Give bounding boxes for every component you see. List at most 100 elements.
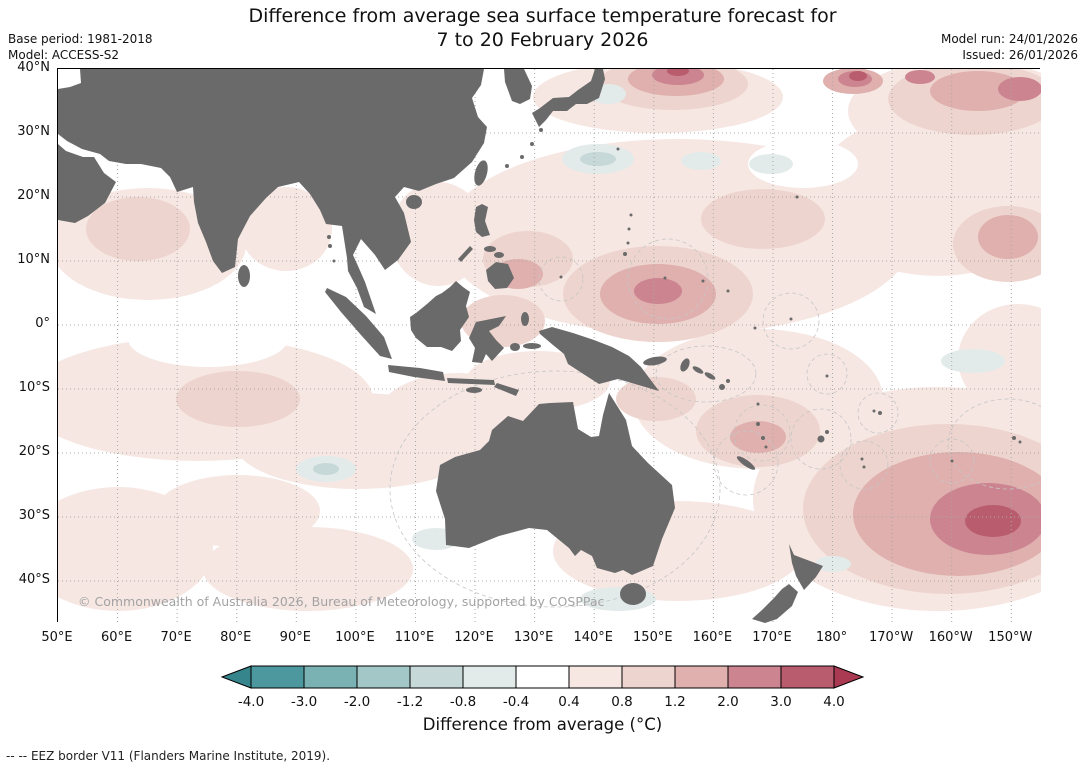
map-frame: © Commonwealth of Australia 2026, Bureau… (57, 68, 1041, 623)
lon-tick-label: 140°E (573, 630, 613, 645)
lon-tick-label: 170°E (752, 630, 792, 645)
eez-note: -- -- EEZ border V11 (Flanders Marine In… (6, 749, 331, 763)
land-new-britain (643, 356, 667, 366)
land-hainan (406, 195, 422, 209)
land-palawan (458, 246, 473, 262)
title-line1: Difference from average sea surface temp… (248, 5, 837, 27)
colorbar-tick-label: 0.4 (558, 694, 580, 710)
colorbar-segment (462, 665, 517, 689)
colorbar-tick-label: -1.2 (396, 694, 424, 710)
lat-tick-label: 10°N (17, 252, 50, 267)
eez-borders (389, 238, 1041, 608)
lon-tick-label: 160°W (928, 630, 973, 645)
land-lesser-sundas (447, 378, 495, 385)
lon-tick-label: 60°E (100, 630, 133, 645)
lat-tick-label: 40°S (18, 572, 50, 587)
lat-tick-label: 40°N (17, 60, 50, 75)
land-visayas (484, 246, 496, 252)
lon-tick-label: 180° (815, 630, 848, 645)
lat-tick-label: 20°S (18, 444, 50, 459)
land-solomons (704, 372, 716, 380)
land-australia (436, 393, 675, 575)
land-new-caledonia (736, 456, 756, 470)
colorbar-segment (250, 665, 305, 689)
colorbar-tick-label: -0.8 (449, 694, 477, 710)
land-tasmania (620, 583, 646, 605)
colorbar-segment (303, 665, 358, 689)
sst-map (58, 69, 1041, 623)
lat-tick-label: 20°N (17, 188, 50, 203)
lon-tick-label: 110°E (394, 630, 435, 645)
lon-tick-label: 150°E (633, 630, 673, 645)
model-run-label: Model run: 24/01/2026 (940, 32, 1078, 46)
land-solomons (692, 366, 704, 374)
land-timor (494, 383, 519, 396)
colorbar-arrow-right (833, 665, 865, 689)
lat-tick-label: 10°S (18, 380, 50, 395)
lon-tick-label: 50°E (41, 630, 73, 645)
lon-tick-label: 150°W (988, 630, 1033, 645)
land-korea (504, 69, 532, 104)
land-borneo (410, 281, 470, 351)
colorbar-segment (674, 665, 729, 689)
colorbar-tick-label: 3.0 (770, 694, 792, 710)
colorbar-segment (568, 665, 623, 689)
lat-tick-label: 0° (35, 316, 50, 331)
colorbar-segment (515, 665, 570, 689)
page-title: Difference from average sea surface temp… (0, 4, 1085, 52)
colorbar-segment (356, 665, 411, 689)
land-taiwan (474, 160, 488, 186)
lat-tick-label: 30°N (17, 124, 50, 139)
colorbar (221, 665, 865, 689)
colorbar-segment (727, 665, 782, 689)
land-new-guinea (539, 327, 659, 391)
colorbar-label: Difference from average (°C) (422, 715, 663, 734)
colorbar-segment (621, 665, 676, 689)
colorbar-tick-label: 4.0 (823, 694, 845, 710)
lon-tick-label: 120°E (454, 630, 494, 645)
land-luzon (474, 204, 490, 237)
land-halmahera (521, 312, 529, 326)
model-label: Model: ACCESS-S2 (8, 48, 120, 62)
land-sumba (466, 387, 482, 393)
base-period-label: Base period: 1981-2018 (8, 32, 153, 46)
land-sulawesi (469, 316, 506, 363)
colorbar-tick-label: 2.0 (717, 694, 739, 710)
lon-tick-label: 130°E (513, 630, 554, 645)
colorbar-tick-label: -3.0 (290, 694, 318, 710)
lat-tick-label: 30°S (18, 508, 50, 523)
colorbar-tick-label: 1.2 (664, 694, 686, 710)
lon-tick-label: 100°E (335, 630, 375, 645)
colorbar-tick-label: -4.0 (237, 694, 265, 710)
land-nz-south-island (752, 584, 798, 623)
land-sri-lanka (238, 265, 250, 287)
land-masses (58, 69, 1022, 623)
colorbar-tick-label: -2.0 (343, 694, 371, 710)
lon-tick-label: 70°E (160, 630, 192, 645)
colorbar-tick-label: -0.4 (502, 694, 530, 710)
colorbar-arrow-left (221, 665, 252, 689)
meta-right: Model run: 24/01/2026 Issued: 26/01/2026 (941, 31, 1078, 63)
lon-tick-label: 90°E (279, 630, 311, 645)
land-solomons (719, 384, 725, 390)
land-arabia (58, 144, 116, 223)
land-japan (532, 69, 605, 127)
colorbar-tick-label: 0.8 (611, 694, 633, 710)
land-buru (510, 343, 520, 351)
land-java (388, 365, 445, 381)
lon-tick-label: 160°E (692, 630, 733, 645)
land-visayas (494, 252, 504, 258)
meta-left: Base period: 1981-2018 Model: ACCESS-S2 (8, 31, 153, 63)
land-solomons (726, 379, 730, 383)
land-small-islands (327, 128, 1022, 469)
map-copyright: © Commonwealth of Australia 2026, Bureau… (78, 594, 605, 609)
land-sumatra (325, 288, 392, 359)
colorbar-segment (780, 665, 835, 689)
lon-tick-label: 170°W (869, 630, 914, 645)
lon-tick-label: 80°E (220, 630, 252, 645)
colorbar-segment (409, 665, 464, 689)
land-mindanao (486, 262, 514, 289)
land-bougainville (680, 358, 690, 372)
title-line2: 7 to 20 February 2026 (436, 29, 649, 51)
